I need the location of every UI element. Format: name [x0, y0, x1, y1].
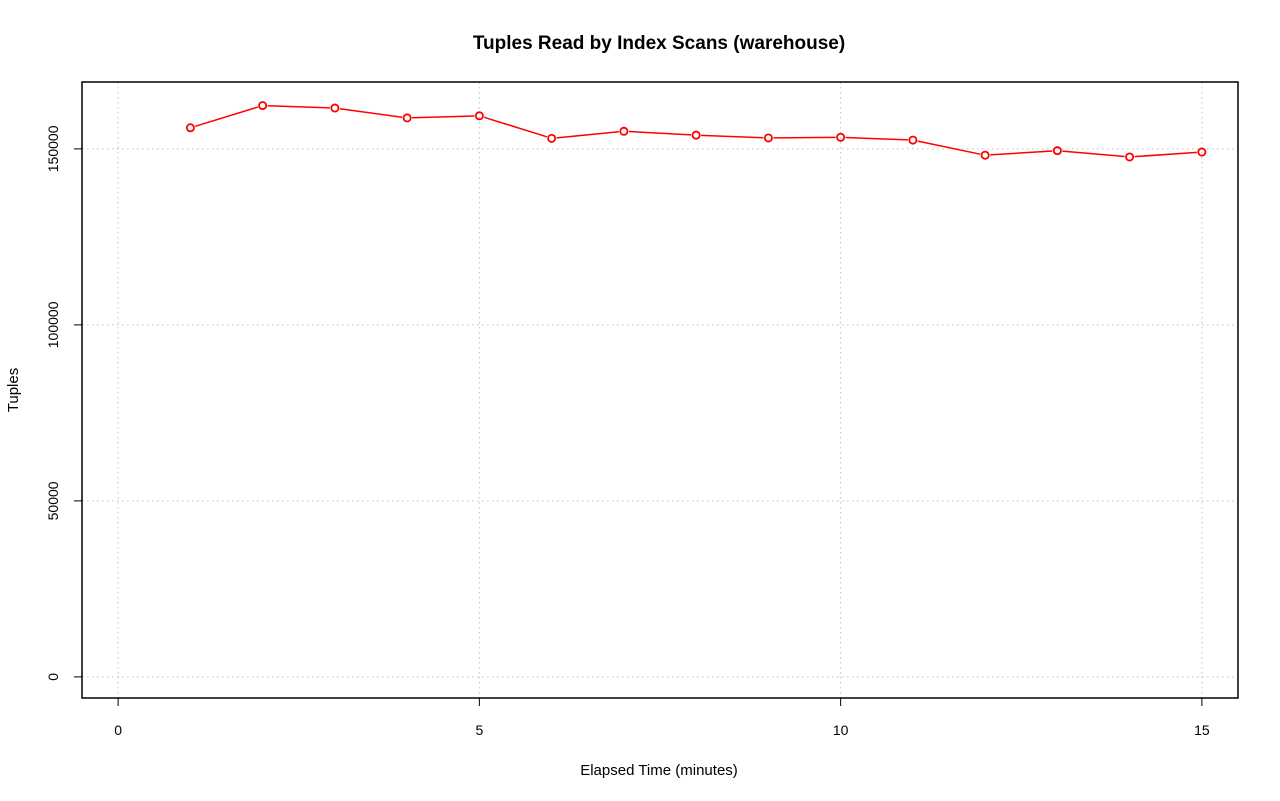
x-axis-label: Elapsed Time (minutes) — [580, 762, 738, 779]
data-point — [1052, 146, 1062, 156]
data-point — [185, 123, 195, 133]
series-line-segment — [267, 105, 330, 109]
x-tick-label: 5 — [475, 722, 483, 738]
data-point — [691, 130, 701, 140]
series-line-segment — [990, 150, 1053, 156]
data-point — [763, 133, 773, 143]
series-line-segment — [339, 107, 403, 118]
series-line-segment — [773, 136, 836, 139]
data-point — [258, 101, 268, 111]
series — [185, 101, 1207, 162]
y-axis-label: Tuples — [5, 368, 22, 412]
series-line-segment — [1062, 150, 1125, 158]
series-line-segment — [701, 134, 764, 139]
y-tick-label: 150000 — [45, 125, 61, 172]
data-point — [1197, 147, 1207, 157]
data-point — [402, 113, 412, 123]
y-tick-label: 100000 — [45, 301, 61, 348]
data-point — [474, 111, 484, 121]
series-line-segment — [1134, 151, 1197, 158]
x-tick-label: 15 — [1194, 722, 1210, 738]
data-point — [619, 126, 629, 136]
chart-title: Tuples Read by Index Scans (warehouse) — [473, 33, 845, 54]
series-line-segment — [483, 116, 548, 138]
data-point — [908, 135, 918, 145]
series-line-segment — [194, 106, 259, 128]
y-axis: 0 50000 100000 150000 — [45, 125, 82, 681]
series-line-segment — [412, 115, 475, 119]
y-tick-label: 50000 — [45, 481, 61, 520]
grid — [82, 82, 1238, 698]
series-line-segment — [628, 130, 692, 136]
x-tick-label: 0 — [114, 722, 122, 738]
y-tick-label: 0 — [45, 673, 61, 681]
series-line-segment — [845, 136, 908, 141]
data-point — [547, 133, 557, 143]
data-point — [330, 103, 340, 113]
x-axis: 0 5 10 15 — [114, 698, 1210, 738]
x-tick-label: 10 — [833, 722, 849, 738]
data-point — [980, 150, 990, 160]
data-point — [1125, 152, 1135, 162]
plot-frame — [81, 81, 1239, 699]
series-line-segment — [556, 131, 619, 139]
data-point — [836, 132, 846, 142]
series-line-segment — [917, 140, 981, 155]
